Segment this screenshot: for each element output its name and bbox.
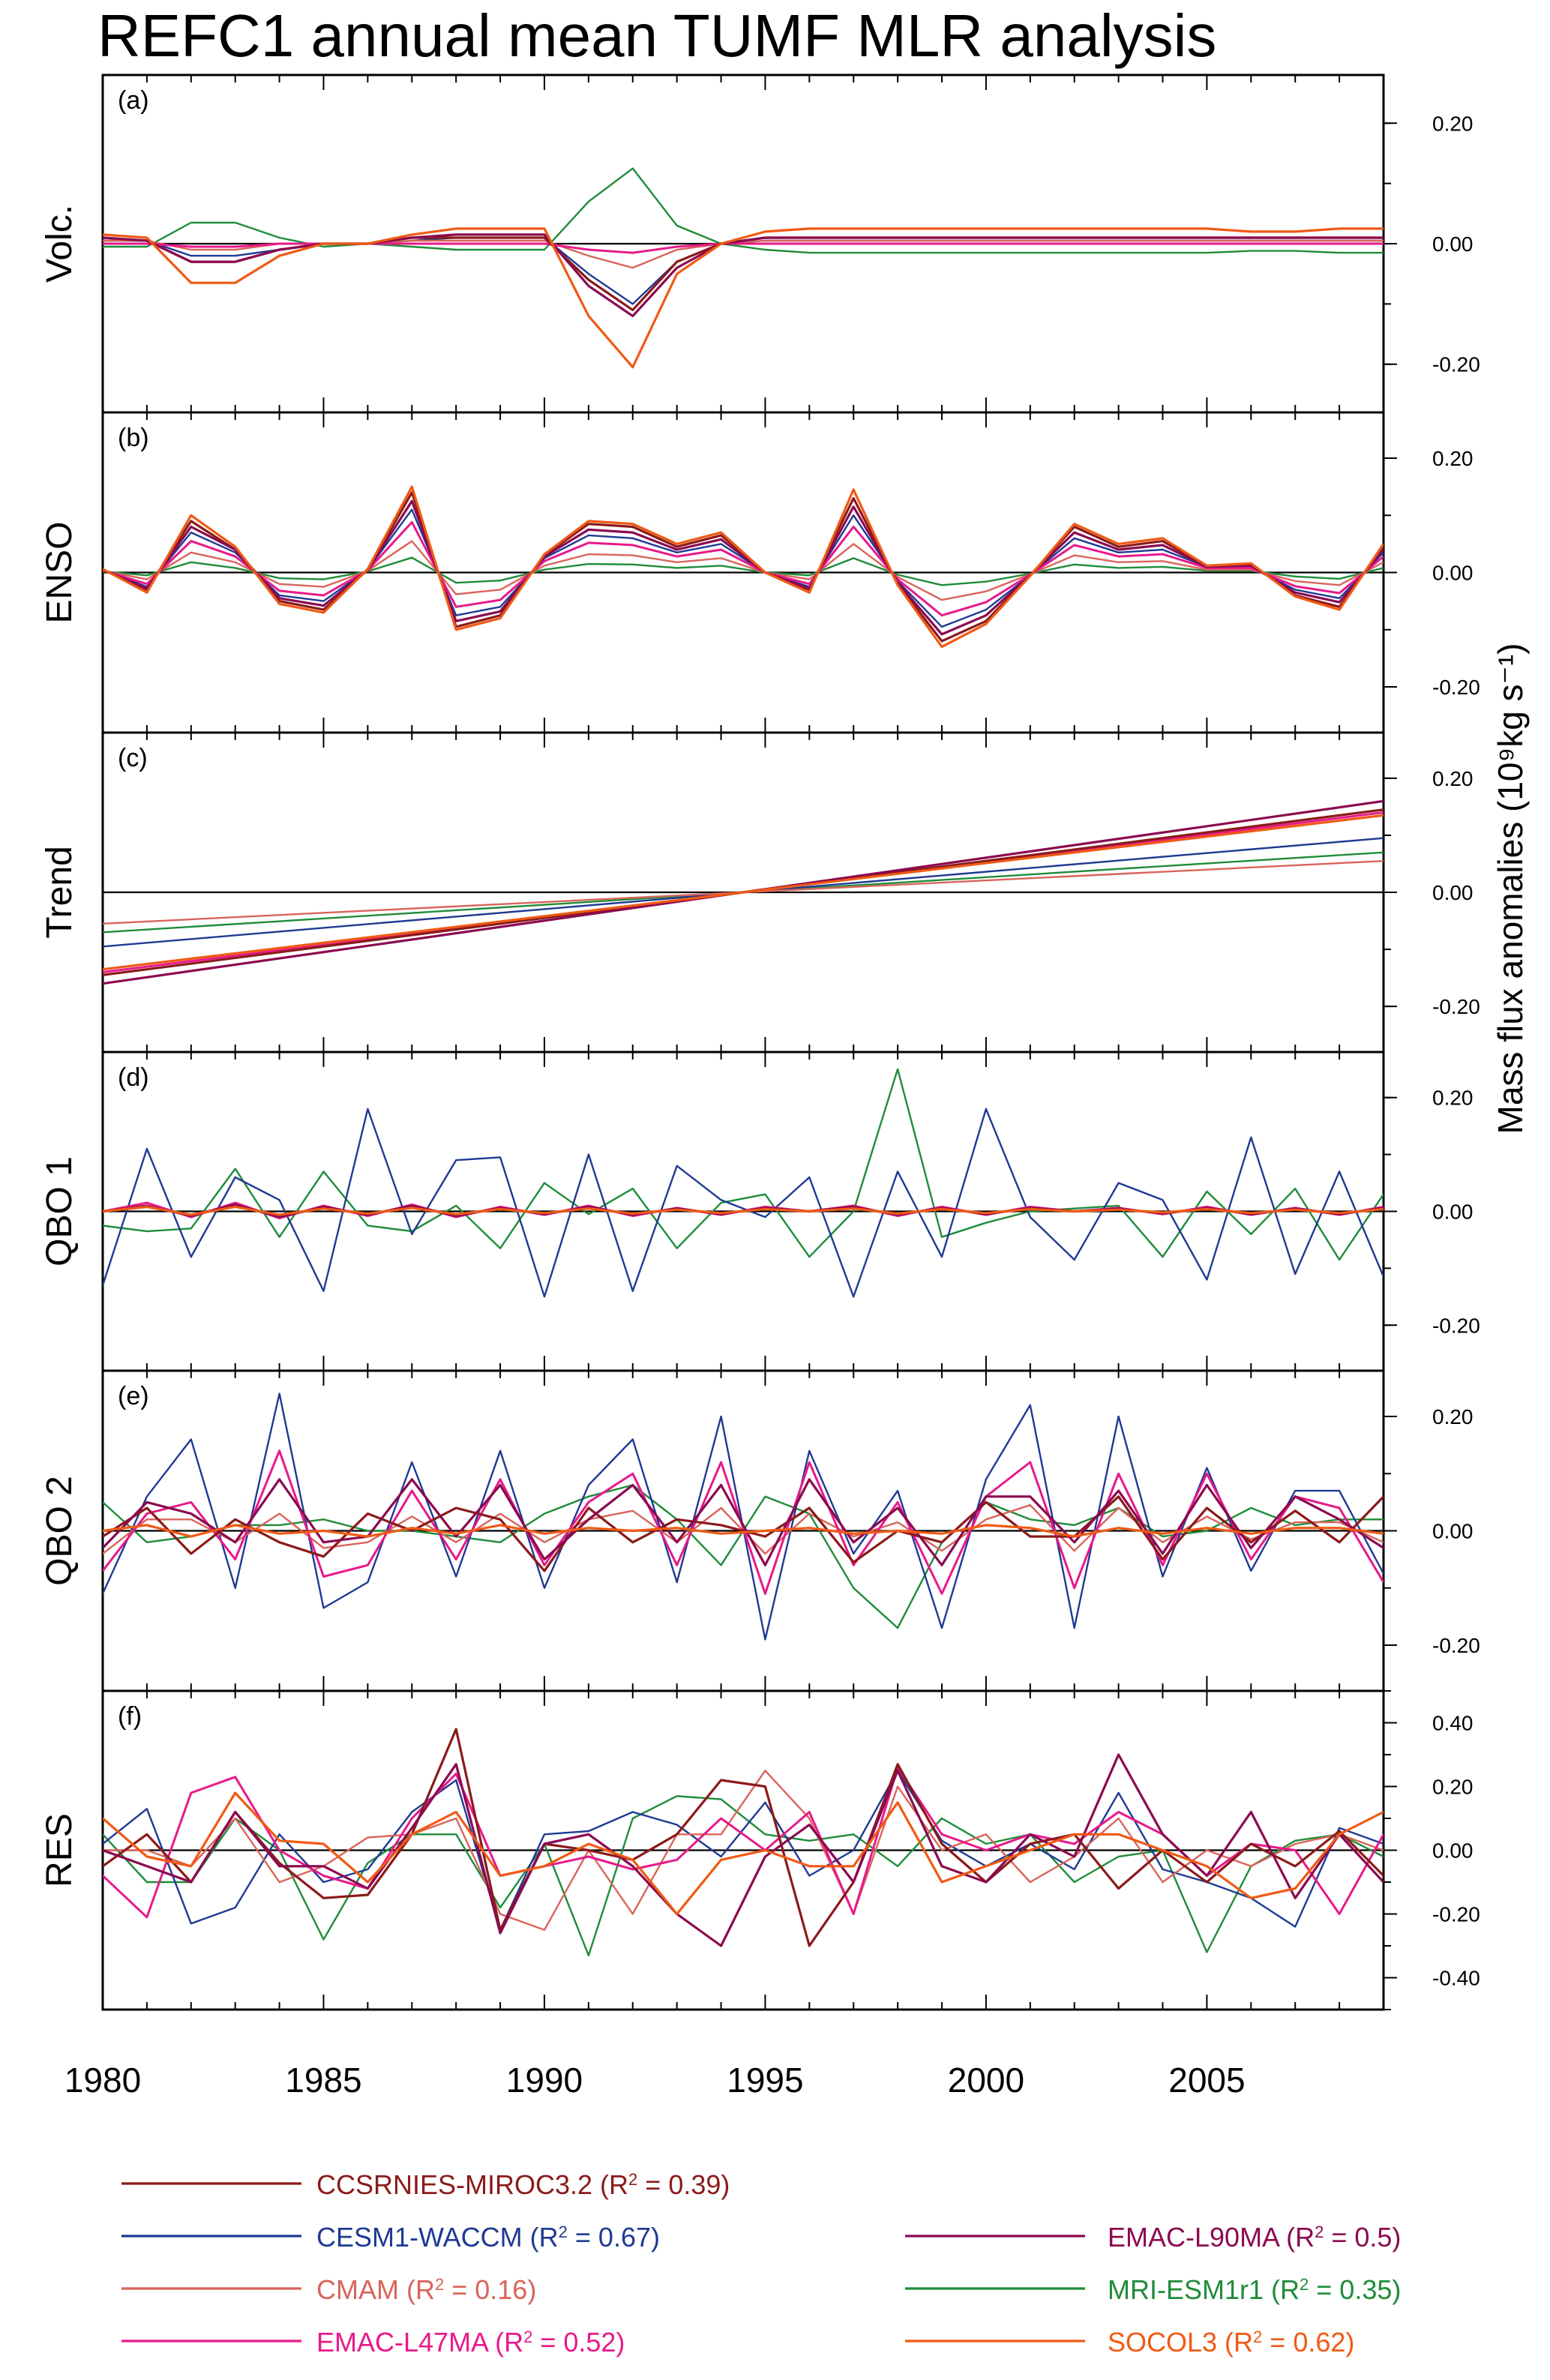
series-group: [103, 485, 1384, 649]
series-line-cesm1-waccm: [103, 1392, 1384, 1641]
y-tick-label: 0.20: [1432, 1776, 1474, 1799]
series-line-emac-l90ma: [103, 499, 1384, 636]
legend-item: EMAC-L90MA (R2 = 0.5): [905, 2222, 1401, 2253]
series-group: [103, 1392, 1384, 1641]
series-line-socol3: [103, 814, 1384, 971]
page-title: REFC1 annual mean TUMF MLR analysis: [97, 2, 1217, 69]
y-tick-label: 0.00: [1432, 562, 1474, 585]
panel-ylabel: ENSO: [40, 521, 79, 623]
series-line-mri-esm1r1: [103, 1795, 1384, 1957]
series-line-socol3: [103, 1791, 1384, 1916]
y-tick-label: 0.20: [1432, 112, 1474, 135]
x-tick-label: 2005: [1168, 2061, 1245, 2100]
legend-label: SOCOL3 (R2 = 0.62): [1108, 2327, 1354, 2358]
panel-c: 0.20 0.00 -0.20 (c) Trend: [40, 731, 1480, 1054]
panel-f: 0.40 0.20 0.00 -0.20 -0.40 (f) RES: [40, 1689, 1480, 2011]
y-tick-label: 0.20: [1432, 767, 1474, 790]
x-tick-label: 1980: [64, 2061, 141, 2100]
legend: CCSRNIES-MIROC3.2 (R2 = 0.39) CESM1-WACCM…: [121, 2169, 1401, 2358]
y-tick-label: 0.00: [1432, 1520, 1474, 1543]
series-line-cesm1-waccm: [103, 1108, 1384, 1298]
y-tick-label: 0.00: [1432, 1839, 1474, 1863]
y-tick-label: 0.20: [1432, 447, 1474, 470]
series-line-socol3: [103, 227, 1384, 369]
series-line-cmam: [103, 1770, 1384, 1932]
y-tick-label: -0.20: [1432, 1634, 1480, 1657]
y-tick-label: 0.00: [1432, 1200, 1474, 1224]
legend-label: CCSRNIES-MIROC3.2 (R2 = 0.39): [316, 2169, 730, 2200]
y-tick-label: -0.20: [1432, 676, 1480, 699]
series-line-socol3: [103, 1524, 1384, 1538]
series-group: [103, 1068, 1384, 1298]
y-tick-label: -0.20: [1432, 1314, 1480, 1337]
x-tick-label: 2000: [948, 2061, 1024, 2100]
panel-letter: (c): [118, 744, 148, 772]
series-group: [103, 1728, 1384, 1957]
panel-letter: (f): [118, 1702, 142, 1731]
y-tick-label: 0.20: [1432, 1405, 1474, 1428]
y-tick-label: 0.40: [1432, 1712, 1474, 1735]
panel-letter: (d): [118, 1063, 149, 1092]
panel-b: 0.20 0.00 -0.20 (b) ENSO: [40, 411, 1480, 734]
legend-item: SOCOL3 (R2 = 0.62): [905, 2327, 1354, 2358]
legend-label: EMAC-L47MA (R2 = 0.52): [316, 2327, 625, 2358]
series-line-emac-l90ma: [103, 1753, 1384, 1947]
series-line-socol3: [103, 1205, 1384, 1216]
series-line-ccsrnies-miroc3-2: [103, 1728, 1384, 1947]
x-axis: 1980 1985 1990 1995 2000 2005: [64, 2061, 1246, 2100]
series-line-socol3: [103, 485, 1384, 649]
panel-d: 0.20 0.00 -0.20 (d) QBO 1: [40, 1051, 1480, 1372]
legend-item: CMAM (R2 = 0.16): [121, 2274, 536, 2305]
panel-ylabel: Trend: [40, 846, 79, 939]
y-tick-label: 0.20: [1432, 1087, 1474, 1110]
y-tick-label: -0.20: [1432, 995, 1480, 1018]
y-tick-label: 0.00: [1432, 881, 1474, 904]
legend-item: CCSRNIES-MIROC3.2 (R2 = 0.39): [121, 2169, 730, 2200]
legend-label: CESM1-WACCM (R2 = 0.67): [316, 2222, 660, 2253]
x-tick-label: 1990: [506, 2061, 583, 2100]
legend-item: MRI-ESM1r1 (R2 = 0.35): [905, 2274, 1401, 2305]
series-group: [103, 167, 1384, 369]
panel-ylabel: RES: [40, 1813, 79, 1887]
series-line-cesm1-waccm: [103, 1770, 1384, 1932]
legend-label: MRI-ESM1r1 (R2 = 0.35): [1108, 2274, 1401, 2305]
y-tick-label: -0.20: [1432, 1903, 1480, 1926]
series-line-cesm1-waccm: [103, 508, 1384, 628]
panels-layer: 0.20 0.00 -0.20 (a) Volc. 0.20 0.00 -0.20 (b) ENS…: [40, 73, 1480, 2011]
legend-label: CMAM (R2 = 0.16): [316, 2274, 536, 2305]
x-tick-label: 1985: [285, 2061, 361, 2100]
panel-ylabel: QBO 2: [40, 1476, 79, 1586]
panel-a: 0.20 0.00 -0.20 (a) Volc.: [40, 73, 1480, 414]
right-axis-label: Mass flux anomalies (10⁹kg s⁻¹): [1491, 643, 1530, 1135]
series-group: [103, 799, 1384, 985]
series-line-emac-l47ma: [103, 520, 1384, 617]
panel-e: 0.20 0.00 -0.20 (e) QBO 2: [40, 1369, 1480, 1692]
legend-label: EMAC-L90MA (R2 = 0.5): [1108, 2222, 1401, 2253]
series-line-ccsrnies-miroc3-2: [103, 1495, 1384, 1572]
panel-ylabel: QBO 1: [40, 1156, 79, 1266]
panel-ylabel: Volc.: [40, 205, 79, 283]
legend-item: EMAC-L47MA (R2 = 0.52): [121, 2327, 625, 2358]
panel-letter: (a): [118, 86, 149, 115]
series-line-mri-esm1r1: [103, 1068, 1384, 1261]
y-tick-label: -0.40: [1432, 1967, 1480, 1990]
x-tick-label: 1995: [727, 2061, 803, 2100]
y-tick-label: 0.00: [1432, 232, 1474, 256]
series-line-mri-esm1r1: [103, 556, 1384, 586]
y-tick-label: -0.20: [1432, 353, 1480, 376]
legend-item: CESM1-WACCM (R2 = 0.67): [121, 2222, 660, 2253]
panel-letter: (b): [118, 424, 149, 452]
panel-letter: (e): [118, 1382, 149, 1410]
series-line-cmam: [103, 540, 1384, 601]
